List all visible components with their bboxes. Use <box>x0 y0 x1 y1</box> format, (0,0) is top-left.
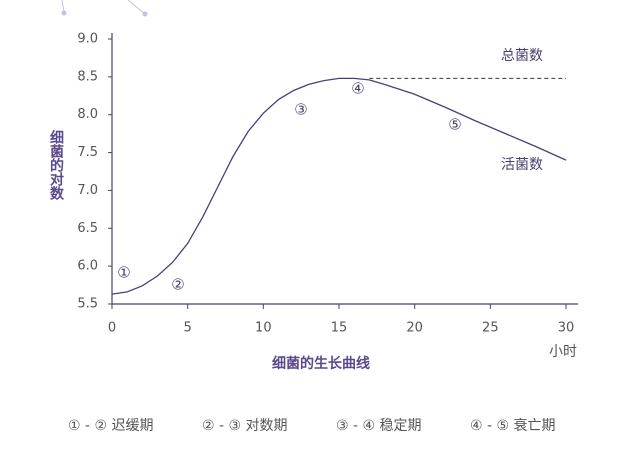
y-tick-label: 9.0 <box>77 32 98 47</box>
stage-legend: ③ - ④ 稳定期 <box>336 418 422 434</box>
x-axis-unit: 小时 <box>549 344 577 360</box>
y-tick-label: 6.0 <box>77 259 98 274</box>
x-tick-label: 0 <box>108 321 116 336</box>
series-label: 活菌数 <box>501 157 543 173</box>
decoration <box>61 0 148 17</box>
stage-legend: ④ - ⑤ 衰亡期 <box>470 417 556 434</box>
y-tick-label: 8.5 <box>77 69 98 84</box>
stage-marker: ② <box>171 276 184 294</box>
stage-marker: ④ <box>351 80 364 98</box>
stage-marker: ① <box>117 264 130 282</box>
series-label: 总菌数 <box>501 48 543 64</box>
stage-legend: ② - ③ 对数期 <box>202 418 288 434</box>
x-tick-label: 25 <box>482 321 499 336</box>
x-tick-label: 5 <box>184 321 192 336</box>
y-tick-label: 8.0 <box>77 107 98 122</box>
x-tick-label: 20 <box>406 321 423 336</box>
stage-marker: ⑤ <box>448 116 461 134</box>
y-tick-label: 6.5 <box>77 221 98 236</box>
x-tick-label: 15 <box>331 321 348 336</box>
chart-title: 细菌的生长曲线 <box>272 355 370 372</box>
y-axis-label: 细菌的对数 <box>48 129 64 201</box>
y-tick-label: 5.5 <box>77 297 98 312</box>
y-tick-label: 7.5 <box>77 145 98 160</box>
x-tick-label: 10 <box>255 321 272 336</box>
stage-marker: ③ <box>294 101 307 119</box>
series-line <box>111 77 567 295</box>
stage-legend: ① - ② 迟缓期 <box>68 418 154 434</box>
y-tick-label: 7.0 <box>77 183 98 198</box>
x-tick-label: 30 <box>558 321 575 336</box>
